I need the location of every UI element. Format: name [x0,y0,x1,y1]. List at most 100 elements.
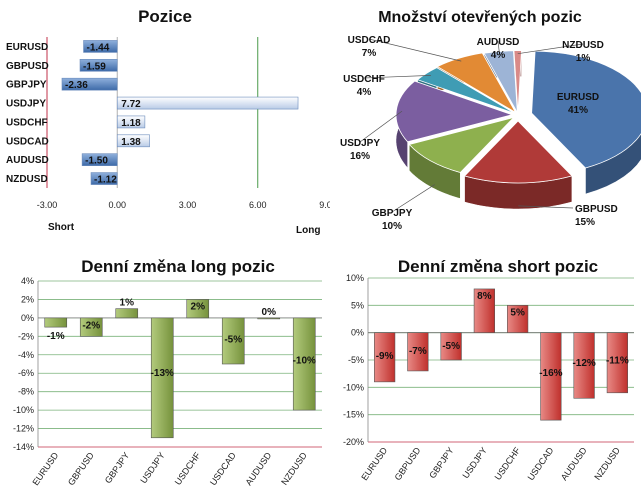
value-label-usdchf: 2% [191,301,206,312]
y-tick-6: -8% [18,387,34,397]
category-label-audusd: AUDUSD [559,445,589,482]
y-tick-4: -10% [343,382,364,392]
pie-name-usdchf: USDCHF [343,74,385,85]
value-label-nzdusd: -11% [606,356,629,367]
category-label-eurusd: EURUSD [30,450,60,487]
pie-name-nzdusd: NZDUSD [562,40,604,51]
bar-eurusd [374,332,396,383]
bar-usdjpy [116,96,299,110]
pie-slice-gbpusd [463,120,573,184]
value-label-usdcad: -16% [539,368,562,379]
y-tick-5: -6% [18,368,34,378]
value-label-usdjpy: 7.72 [121,99,141,110]
y-tick-6: -20% [343,437,364,447]
open-positions-pie: Množství otevřených pozic EURUSD 41% GBPUSD… [330,0,641,245]
value-label-usdcad: 1.38 [121,137,141,148]
pie-name-gbpjpy: GBPJPY [372,208,413,219]
short-change-chart: Denní změna short pozic 10% 5% 0% -5% -10% -15… [330,248,641,493]
positions-chart-svg: Pozice EURUSD -1.44 GBPUSD -1.59 GBPJPY -2.36 U… [6,7,330,236]
y-tick-9: -14% [13,442,34,452]
x-tick-0: -3.00 [37,200,58,210]
bar-gbpusd [407,332,429,372]
value-label-nzdusd: -1.12 [94,175,117,186]
value-label-eurusd: -9% [376,351,394,362]
bar-eurusd [44,317,68,328]
bar-gbpjpy [115,308,139,319]
category-label-gbpusd: GBPUSD [393,445,423,482]
pie-name-eurusd: EURUSD [557,92,599,103]
x-tick-4: 9.00 [319,200,330,210]
chart-title: Denní změna short pozic [398,257,598,276]
y-tick-0: 10% [346,273,364,283]
bar-gbpusd [79,317,103,337]
pie-slice-eurusd [531,50,641,169]
bar-usdchf [507,305,529,333]
pie-name-gbpusd: GBPUSD [575,204,618,215]
x-tick-2: 3.00 [179,200,197,210]
y-tick-5: -15% [343,410,364,420]
y-tick-7: -10% [13,405,34,415]
bar-audusd [257,317,281,320]
category-label-usdjpy: USDJPY [460,445,489,480]
chart-title: Množství otevřených pozic [378,9,582,26]
chart-title: Denní změna long pozic [81,257,275,276]
pie-pct-eurusd: 41% [568,105,588,116]
value-label-audusd: 0% [262,307,277,318]
value-label-gbpjpy: -2.36 [65,80,88,91]
pie-pct-gbpusd: 15% [575,217,595,228]
y-tick-1: 2% [21,294,34,304]
category-label-eurusd: EURUSD [6,42,48,53]
leader-line-nzdusd [517,43,584,55]
value-label-audusd: -12% [572,358,595,369]
category-label-gbpusd: GBPUSD [66,450,96,487]
category-label-usdcad: USDCAD [526,445,556,482]
value-label-gbpjpy: 1% [120,298,135,309]
bar-gbpusd [79,59,118,72]
category-label-gbpjpy: GBPJPY [6,80,47,91]
pie-name-audusd: AUDUSD [477,37,520,48]
bar-nzdusd [292,317,316,411]
category-label-gbpusd: GBPUSD [6,61,49,72]
category-label-usdjpy: USDJPY [138,450,167,485]
y-tick-2: 0% [351,328,364,338]
bar-usdchf [116,115,146,129]
category-label-eurusd: EURUSD [359,445,389,482]
value-label-gbpusd: -7% [409,346,427,357]
category-label-nzdusd: NZDUSD [6,174,48,185]
value-label-eurusd: -1.44 [87,42,110,53]
short-change-chart-svg: Denní změna short pozic 10% 5% 0% -5% -10% -15… [343,257,634,482]
positions-chart: Pozice EURUSD -1.44 GBPUSD -1.59 GBPJPY -2.36 U… [0,0,330,245]
value-label-usdchf: 1.18 [121,118,141,129]
pie-slice-usdchf [416,67,516,114]
short-label: Short [48,222,75,233]
y-tick-0: 4% [21,276,34,286]
bar-audusd [81,153,118,166]
category-label-gbpjpy: GBPJPY [427,445,456,480]
y-tick-4: -4% [18,350,34,360]
x-tick-3: 6.00 [249,200,267,210]
category-label-usdchf: USDCHF [173,450,203,487]
leader-line-gbpusd [518,205,574,209]
bar-nzdusd [606,332,628,394]
leader-line-usdcad [368,38,462,62]
category-label-gbpjpy: GBPJPY [103,450,132,485]
leader-line-gbpjpy [391,184,435,213]
value-label-audusd: -1.50 [85,156,108,167]
bar-eurusd [83,40,118,53]
pie-slice-gbpjpy [408,116,515,173]
leader-line-usdchf [363,75,431,79]
category-label-usdcad: USDCAD [208,450,238,487]
pie-pct-gbpjpy: 10% [382,221,402,232]
pie-slice-nzdusd [513,50,522,113]
pie-pct-nzdusd: 1% [576,53,591,64]
x-tick-1: 0.00 [108,200,126,210]
category-label-nzdusd: NZDUSD [592,445,622,482]
category-label-audusd: AUDUSD [6,155,49,166]
bar-usdjpy [473,288,495,333]
bar-usdjpy [150,317,174,439]
value-label-usdchf: 5% [510,307,525,318]
pie-pct-usdjpy: 16% [350,151,370,162]
value-label-gbpusd: -2% [82,320,100,331]
value-label-gbpusd: -1.59 [83,61,106,72]
pie-pct-usdcad: 7% [362,48,377,59]
